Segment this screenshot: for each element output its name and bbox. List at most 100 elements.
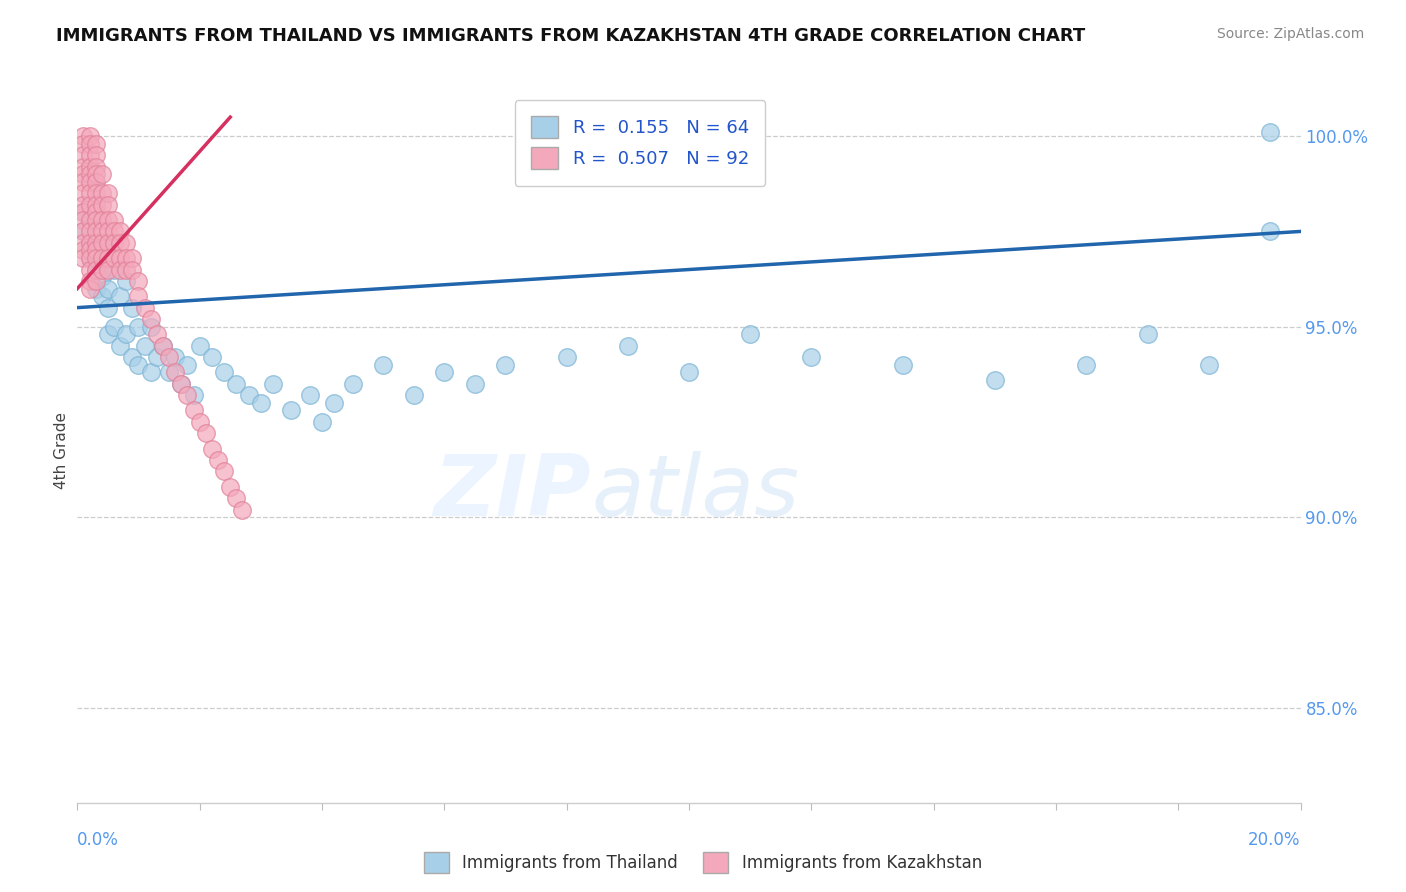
Point (108, 235, 131, 250)
Point (79, 274, 101, 288)
Point (84, 136, 107, 151)
Point (72, 129, 94, 144)
Point (134, 339, 156, 353)
Point (115, 327, 138, 342)
Point (90, 235, 112, 250)
Point (157, 350, 180, 364)
Point (90, 262, 112, 277)
Point (238, 388, 260, 402)
Point (84, 262, 107, 277)
Point (402, 388, 425, 402)
Point (90, 224, 112, 238)
Point (108, 339, 131, 353)
Point (79, 213, 101, 227)
Point (84, 244, 107, 258)
Point (152, 339, 174, 353)
Point (97, 213, 120, 227)
Point (79, 282, 101, 296)
Point (311, 415, 333, 429)
Point (79, 235, 101, 250)
Point (72, 198, 94, 212)
Point (371, 358, 394, 372)
Point (97, 301, 120, 315)
Text: 0.0%: 0.0% (77, 831, 120, 849)
Point (72, 205, 94, 219)
Point (740, 327, 762, 342)
Point (84, 274, 107, 288)
Point (72, 224, 94, 238)
Point (342, 376, 364, 391)
Point (139, 365, 162, 379)
Point (72, 213, 94, 227)
Point (90, 270, 112, 285)
Point (84, 175, 107, 189)
Point (79, 244, 101, 258)
Point (219, 480, 242, 494)
Point (84, 148, 107, 162)
Point (617, 339, 640, 353)
Point (108, 289, 131, 303)
Point (146, 327, 169, 342)
Point (250, 396, 273, 410)
Point (1076, 358, 1098, 372)
Point (79, 251, 101, 265)
Point (79, 167, 101, 181)
Point (1258, 125, 1281, 139)
Point (176, 358, 198, 372)
Point (121, 301, 143, 315)
Point (152, 339, 174, 353)
Point (170, 376, 193, 391)
Point (79, 148, 101, 162)
Point (97, 224, 120, 238)
Point (84, 235, 107, 250)
Point (90, 251, 112, 265)
Point (72, 235, 94, 250)
Point (176, 388, 198, 402)
Point (84, 167, 107, 181)
Point (84, 282, 107, 296)
Point (90, 251, 112, 265)
Point (108, 262, 131, 277)
Point (121, 262, 143, 277)
Point (139, 312, 162, 326)
Point (72, 186, 94, 201)
Point (97, 198, 120, 212)
Point (84, 244, 107, 258)
Point (280, 403, 302, 417)
Point (298, 388, 321, 402)
Point (433, 365, 456, 379)
Point (79, 235, 101, 250)
Point (127, 274, 149, 288)
Point (72, 148, 94, 162)
Point (97, 235, 120, 250)
Point (115, 262, 138, 277)
Point (72, 205, 94, 219)
Point (201, 442, 224, 456)
Point (97, 327, 120, 342)
Point (262, 376, 284, 391)
Point (97, 235, 120, 250)
Text: Source: ZipAtlas.com: Source: ZipAtlas.com (1216, 27, 1364, 41)
Point (103, 224, 125, 238)
Point (72, 160, 94, 174)
Point (134, 301, 156, 315)
Point (495, 358, 517, 372)
Point (165, 350, 187, 364)
Point (188, 339, 211, 353)
Point (464, 376, 486, 391)
Point (84, 198, 107, 212)
Point (72, 224, 94, 238)
Point (90, 289, 112, 303)
Point (201, 350, 224, 364)
Point (97, 282, 120, 296)
Point (72, 251, 94, 265)
Point (79, 160, 101, 174)
Point (84, 186, 107, 201)
Point (127, 289, 149, 303)
Point (323, 396, 346, 410)
Point (183, 403, 205, 417)
Point (194, 426, 217, 441)
Point (103, 319, 125, 334)
Point (183, 388, 205, 402)
Point (79, 175, 101, 189)
